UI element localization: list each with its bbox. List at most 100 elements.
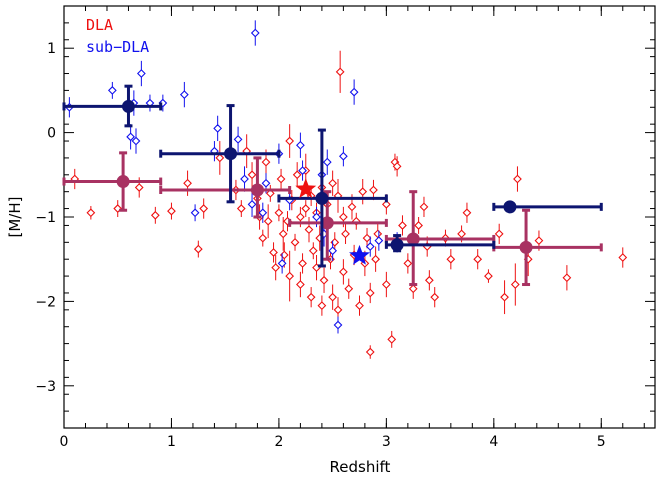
y-tick-label: 1 xyxy=(47,41,56,57)
subdla-binned-mean xyxy=(62,84,163,128)
dla-point xyxy=(265,184,275,202)
dla-binned-mean xyxy=(384,190,496,287)
dla-point xyxy=(500,280,509,315)
dla-point xyxy=(274,204,284,222)
legend-subdla: sub−DLA xyxy=(86,38,149,56)
dla-point xyxy=(351,212,361,230)
dla-point xyxy=(113,200,123,217)
subdla-binned-mean xyxy=(277,128,388,268)
dla-point xyxy=(369,179,378,201)
dla-point xyxy=(258,229,268,247)
dla-point xyxy=(263,204,273,239)
dla-point xyxy=(510,263,520,306)
dla-binned-mean xyxy=(492,208,603,287)
dla-point xyxy=(618,247,628,268)
dla-point xyxy=(301,200,311,217)
dla-point xyxy=(304,217,314,243)
subdla-point xyxy=(258,202,268,223)
dla-point xyxy=(285,250,295,302)
subdla-binned-mean xyxy=(492,200,603,214)
subdla-point xyxy=(365,236,375,257)
dla-point xyxy=(419,196,429,217)
subdla-point xyxy=(333,316,343,334)
x-tick-label: 0 xyxy=(60,434,69,450)
y-tick-label: −2 xyxy=(35,294,56,310)
subdla-point xyxy=(213,115,223,142)
dla-point xyxy=(371,246,380,272)
dla-point xyxy=(494,223,504,245)
dla-point xyxy=(308,242,318,260)
subdla-point xyxy=(247,191,257,217)
y-axis-title: [M/H] xyxy=(6,197,24,238)
dla-point xyxy=(215,141,225,175)
dla-point xyxy=(150,206,160,224)
dla-point xyxy=(344,278,354,299)
dla-point xyxy=(365,345,375,359)
dla-point xyxy=(319,267,329,293)
dla-point xyxy=(278,217,288,251)
dla-point xyxy=(312,254,321,281)
subdla-point xyxy=(145,94,155,112)
x-axis-title: Redshift xyxy=(330,458,391,476)
dla-point xyxy=(398,215,407,236)
dla-point xyxy=(403,253,413,274)
dla-point xyxy=(462,202,472,223)
subdla-binned-mean xyxy=(159,104,281,204)
dla-point xyxy=(341,223,350,245)
dla-point xyxy=(317,295,327,316)
dla-point xyxy=(424,270,434,291)
subdla-point xyxy=(233,126,243,153)
dla-point xyxy=(285,124,295,158)
subdla-point xyxy=(322,149,332,175)
x-tick-label: 3 xyxy=(382,434,391,450)
subdla-point xyxy=(179,81,189,108)
y-tick-label: −3 xyxy=(35,379,56,395)
subdla-point xyxy=(250,20,260,46)
x-tick-label: 5 xyxy=(597,434,606,450)
subdla-point xyxy=(136,60,146,87)
dla-point xyxy=(355,295,364,316)
dla-point xyxy=(183,170,192,196)
subdla-point xyxy=(126,124,135,150)
dla-point xyxy=(484,269,493,283)
dla-point xyxy=(292,162,302,188)
dla-point xyxy=(70,168,80,190)
legend-dla: DLA xyxy=(86,16,113,34)
y-tick-label: 0 xyxy=(47,126,56,142)
dla-point xyxy=(167,202,176,220)
dla-point xyxy=(296,271,305,298)
dla-point xyxy=(328,284,338,310)
dla-point xyxy=(306,287,316,308)
subdla-point xyxy=(328,240,338,261)
dla-point xyxy=(365,282,375,304)
dla-point xyxy=(86,206,96,220)
y-tick-label: −1 xyxy=(35,210,56,226)
subdla-binned-mean xyxy=(384,234,496,253)
subdla-point xyxy=(374,230,384,251)
dla-point xyxy=(362,227,372,249)
dla-point xyxy=(414,217,423,234)
subdla-point xyxy=(240,166,249,192)
subdla-point xyxy=(131,128,141,154)
subdla-mean-star xyxy=(349,244,370,265)
dla-point xyxy=(199,198,209,219)
subdla-point xyxy=(107,81,117,99)
dla-point xyxy=(446,249,456,270)
dla-point xyxy=(271,254,281,281)
dla-point xyxy=(290,233,300,251)
dla-point xyxy=(358,179,368,205)
dla-point xyxy=(193,240,203,258)
dla-point xyxy=(335,50,345,93)
subdla-point xyxy=(296,132,305,158)
dla-point xyxy=(513,166,522,192)
dla-binned-mean xyxy=(62,151,163,212)
dla-binned-mean xyxy=(288,190,388,261)
dla-point xyxy=(276,168,286,190)
x-tick-label: 2 xyxy=(274,434,283,450)
dla-point xyxy=(298,253,307,274)
dla-point xyxy=(242,134,252,169)
dla-point xyxy=(562,265,572,291)
subdla-point xyxy=(349,79,359,105)
x-tick-label: 1 xyxy=(167,434,176,450)
